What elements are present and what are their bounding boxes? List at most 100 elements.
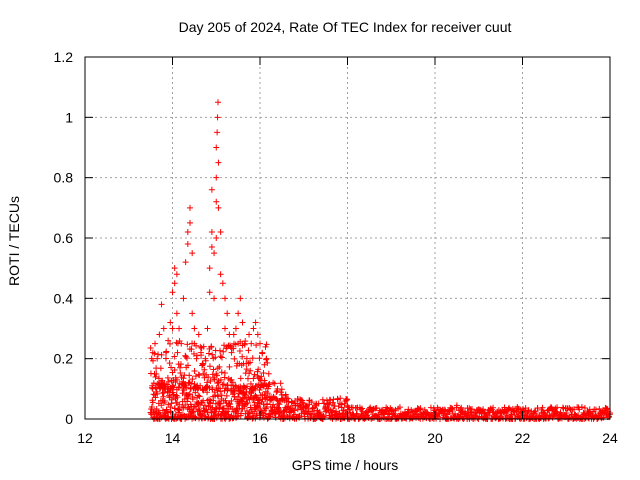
data-point bbox=[213, 174, 220, 181]
data-point bbox=[316, 409, 323, 416]
data-point bbox=[578, 403, 585, 410]
data-point bbox=[223, 392, 230, 399]
data-point bbox=[559, 404, 566, 411]
data-point bbox=[267, 413, 274, 420]
data-point bbox=[150, 380, 157, 387]
data-point bbox=[204, 383, 211, 390]
data-point bbox=[251, 371, 258, 378]
data-point bbox=[247, 359, 254, 366]
data-point bbox=[255, 366, 262, 373]
data-point bbox=[173, 310, 180, 317]
data-point bbox=[214, 365, 221, 372]
data-point bbox=[162, 355, 169, 362]
data-point bbox=[255, 397, 262, 404]
data-point bbox=[183, 355, 190, 362]
data-point bbox=[247, 367, 254, 374]
x-tick-label: 12 bbox=[77, 430, 93, 446]
data-point bbox=[200, 370, 207, 377]
data-point bbox=[186, 372, 193, 379]
data-point bbox=[194, 400, 201, 407]
data-point bbox=[217, 347, 224, 354]
data-point bbox=[260, 414, 267, 421]
data-point bbox=[207, 378, 214, 385]
data-point bbox=[264, 359, 271, 366]
data-point bbox=[180, 375, 187, 382]
data-point bbox=[190, 350, 197, 357]
data-point bbox=[278, 386, 285, 393]
data-point bbox=[218, 369, 225, 376]
data-point bbox=[309, 405, 316, 412]
data-point bbox=[496, 410, 503, 417]
data-point bbox=[196, 393, 203, 400]
data-point bbox=[176, 407, 183, 414]
data-point bbox=[213, 144, 220, 151]
grid-lines bbox=[85, 57, 610, 419]
data-point bbox=[225, 411, 232, 418]
data-point bbox=[237, 338, 244, 345]
data-point bbox=[217, 376, 224, 383]
data-point bbox=[215, 393, 222, 400]
data-point bbox=[197, 382, 204, 389]
data-point bbox=[189, 310, 196, 317]
data-point bbox=[176, 325, 183, 332]
data-point bbox=[234, 406, 241, 413]
data-point bbox=[216, 363, 223, 370]
chart-title: Day 205 of 2024, Rate Of TEC Index for r… bbox=[179, 19, 512, 35]
data-point bbox=[221, 387, 228, 394]
axis-ticks bbox=[84, 56, 611, 420]
y-axis-label: ROTI / TECUs bbox=[6, 196, 22, 286]
data-point bbox=[341, 400, 348, 407]
data-point bbox=[239, 319, 246, 326]
y-tick-label: 0.2 bbox=[54, 351, 74, 367]
x-tick-label: 16 bbox=[252, 430, 268, 446]
data-point bbox=[204, 325, 211, 332]
data-point bbox=[325, 400, 332, 407]
data-point bbox=[241, 384, 248, 391]
data-point bbox=[152, 340, 158, 347]
data-point bbox=[184, 395, 191, 402]
data-point bbox=[148, 404, 155, 411]
data-point bbox=[154, 390, 161, 397]
data-point bbox=[284, 395, 291, 402]
data-point bbox=[208, 244, 215, 251]
data-point bbox=[150, 357, 157, 364]
data-point bbox=[208, 186, 215, 193]
data-point bbox=[253, 342, 260, 349]
data-point bbox=[244, 383, 251, 390]
data-point bbox=[513, 409, 520, 416]
data-point bbox=[167, 319, 174, 326]
data-point bbox=[204, 409, 211, 416]
data-point bbox=[276, 401, 283, 408]
data-point bbox=[153, 371, 160, 378]
data-point bbox=[272, 414, 279, 421]
data-point bbox=[250, 375, 257, 382]
data-point bbox=[245, 347, 252, 354]
data-point bbox=[163, 348, 170, 355]
data-point bbox=[581, 405, 588, 412]
data-point bbox=[217, 400, 224, 407]
data-point bbox=[168, 364, 175, 371]
data-point bbox=[254, 331, 261, 338]
data-point bbox=[554, 404, 561, 411]
data-point bbox=[166, 360, 173, 367]
data-point bbox=[403, 413, 410, 420]
data-point bbox=[405, 406, 412, 413]
x-tick-label: 20 bbox=[427, 430, 443, 446]
data-point bbox=[467, 408, 474, 415]
data-point bbox=[161, 398, 168, 405]
data-point bbox=[228, 397, 235, 404]
data-point bbox=[220, 381, 227, 388]
data-point bbox=[291, 407, 298, 414]
data-point bbox=[189, 396, 196, 403]
data-point bbox=[191, 325, 198, 332]
data-point bbox=[239, 398, 246, 405]
data-point bbox=[177, 361, 184, 368]
data-point bbox=[235, 310, 242, 317]
data-point bbox=[392, 406, 399, 413]
data-point bbox=[206, 363, 213, 370]
data-point bbox=[211, 250, 218, 257]
data-point bbox=[226, 363, 233, 370]
data-point bbox=[158, 351, 165, 358]
data-point bbox=[189, 250, 196, 257]
